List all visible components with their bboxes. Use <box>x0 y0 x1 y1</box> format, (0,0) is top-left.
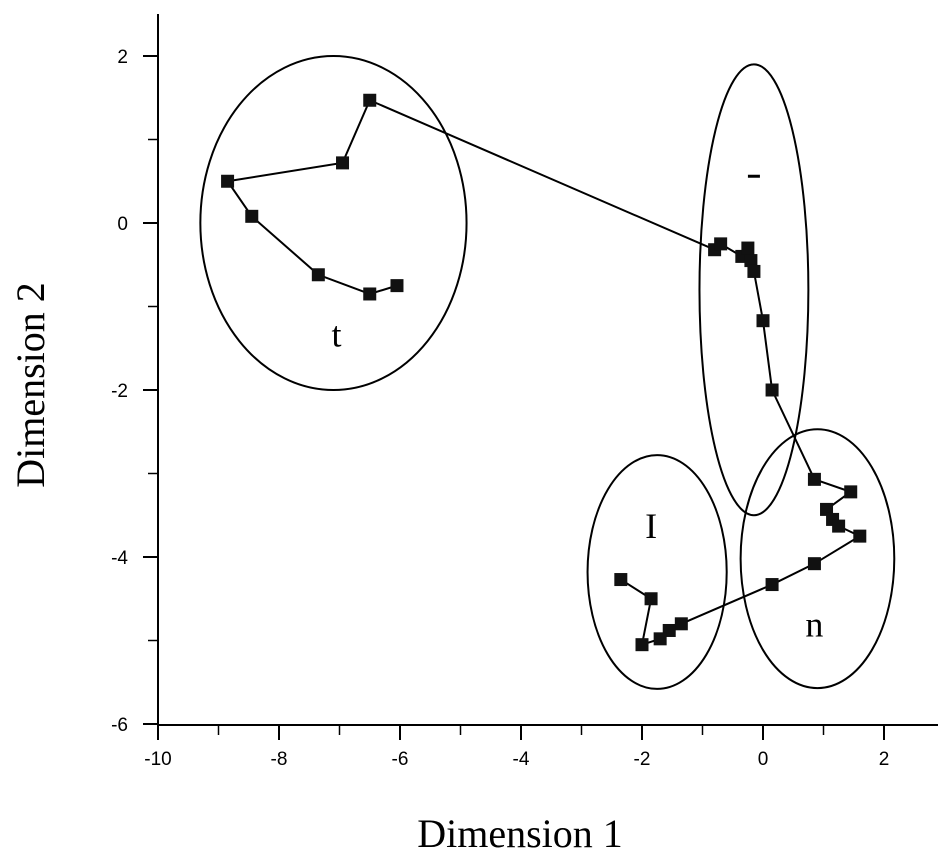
data-point <box>765 383 779 397</box>
cluster-ellipses <box>199 55 896 690</box>
cluster-label-i: I <box>645 506 657 546</box>
x-tick-label: -4 <box>513 749 530 770</box>
data-point <box>674 617 688 631</box>
cluster-ellipse-t <box>199 55 468 391</box>
data-point <box>807 472 821 486</box>
x-tick-label: -6 <box>392 749 409 770</box>
data-point <box>853 529 867 543</box>
cluster-ellipse-upper-center <box>698 63 810 517</box>
data-point <box>653 632 667 646</box>
y-tick-label: 0 <box>117 214 128 235</box>
data-point <box>714 237 728 251</box>
data-point <box>221 174 235 188</box>
y-tick-label: -6 <box>111 715 128 736</box>
series-line <box>225 98 862 647</box>
cluster-ellipse-n <box>739 428 896 690</box>
x-tick-label: 0 <box>758 749 769 770</box>
data-point <box>844 485 858 499</box>
data-point <box>832 519 846 533</box>
x-axis-label: Dimension 1 <box>417 811 623 855</box>
y-tick-label: 2 <box>117 47 128 68</box>
x-tick-label: -8 <box>271 749 288 770</box>
cluster-label-n: n <box>805 604 823 644</box>
cluster-ellipse-I <box>586 454 728 690</box>
data-point <box>741 241 755 255</box>
x-tick-label: 2 <box>879 749 890 770</box>
data-point <box>311 268 325 282</box>
cluster-label-t: t <box>331 315 341 355</box>
data-point <box>644 592 658 606</box>
data-point <box>363 93 377 107</box>
data-point <box>820 502 834 516</box>
data-point <box>635 638 649 652</box>
y-tick-label: -4 <box>111 548 128 569</box>
data-point <box>336 156 350 170</box>
data-series <box>221 93 867 652</box>
data-point <box>614 573 628 587</box>
data-point <box>747 264 761 278</box>
x-tick-label: -10 <box>144 749 171 770</box>
data-point <box>390 279 404 293</box>
y-axis-ticks: -6 -4 -2 0 2 <box>111 47 158 736</box>
data-point <box>807 557 821 571</box>
data-point <box>756 314 770 328</box>
data-point <box>245 209 259 223</box>
x-tick-label: -2 <box>634 749 651 770</box>
data-point <box>363 287 377 301</box>
data-point <box>744 254 758 268</box>
data-point <box>765 578 779 592</box>
y-axis-label: Dimension 2 <box>8 282 53 488</box>
x-axis-ticks: -10 -8 -6 -4 -2 0 2 <box>144 725 889 770</box>
y-tick-label: -2 <box>111 381 128 402</box>
